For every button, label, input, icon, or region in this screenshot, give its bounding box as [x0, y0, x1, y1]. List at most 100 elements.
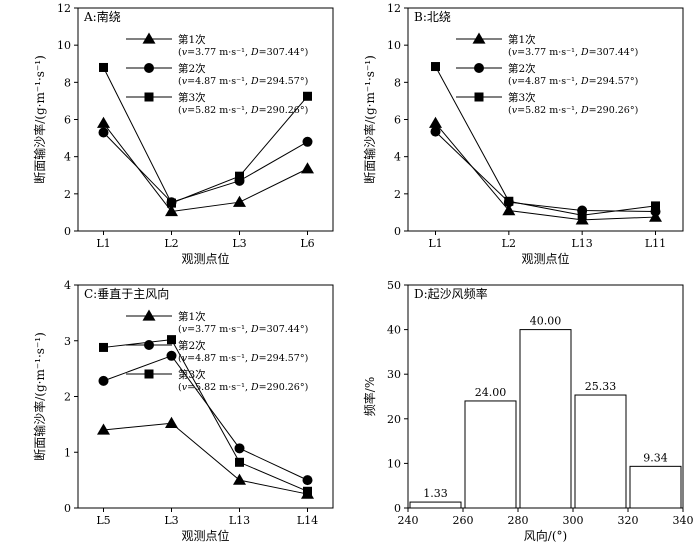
legend-params: (v=3.77 m·s⁻¹, D=307.44°) — [178, 47, 308, 58]
x-tick-label: L1 — [428, 237, 442, 250]
series-1-point — [165, 416, 178, 428]
bar-data-label: 24.00 — [475, 386, 507, 399]
x-tick-label: L3 — [164, 514, 178, 527]
y-tick-label: 0 — [64, 225, 71, 238]
series-3-point — [431, 62, 440, 72]
y-tick-label: 6 — [394, 114, 401, 127]
y-tick-label: 2 — [64, 391, 71, 404]
y-tick-label: 20 — [387, 413, 401, 426]
legend-marker — [144, 340, 154, 350]
y-tick-label: 0 — [64, 502, 71, 515]
legend-marker — [474, 92, 484, 102]
legend-marker — [144, 92, 154, 102]
bar — [464, 400, 517, 509]
y-tick-label: 2 — [64, 188, 71, 201]
y-tick-label: 12 — [57, 2, 71, 15]
series-line-2 — [103, 355, 308, 481]
legend-params: (v=5.82 m·s⁻¹, D=290.26°) — [178, 105, 308, 116]
legend-params: (v=4.87 m·s⁻¹, D=294.57°) — [508, 76, 638, 87]
legend-label: 第3次 — [178, 368, 206, 381]
y-tick-label: 4 — [394, 151, 401, 164]
series-2-point — [98, 127, 109, 138]
plot-frame — [407, 7, 684, 232]
y-tick-label: 1 — [64, 446, 71, 459]
series-2-point — [430, 126, 441, 137]
series-1-point — [165, 204, 178, 217]
bar-data-label: 9.34 — [643, 451, 668, 464]
series-3-point — [504, 196, 514, 206]
series-line-2 — [103, 132, 308, 203]
series-3-point — [99, 62, 108, 72]
y-tick-label: 50 — [387, 279, 401, 292]
x-tick-label: L1 — [96, 237, 110, 250]
legend-params: (v=3.77 m·s⁻¹, D=307.44°) — [178, 324, 308, 335]
legend-params: (v=4.87 m·s⁻¹, D=294.57°) — [178, 76, 308, 87]
series-2-point — [302, 475, 313, 486]
series-3-point — [577, 210, 587, 220]
y-axis-label: 断面输沙率/(g·m⁻¹·s⁻¹) — [32, 332, 47, 461]
y-tick-label: 30 — [387, 368, 401, 381]
y-tick-label: 8 — [394, 76, 401, 89]
legend-params: (v=3.77 m·s⁻¹, D=307.44°) — [508, 47, 638, 58]
y-axis-label: 断面输沙率/(g·m⁻¹·s⁻¹) — [32, 55, 47, 184]
legend-marker — [144, 369, 154, 379]
legend-marker — [142, 309, 156, 321]
legend-label: 第2次 — [178, 339, 206, 352]
y-tick-label: 0 — [394, 502, 401, 515]
series-2-point — [98, 375, 109, 386]
legend-label: 第1次 — [178, 33, 206, 46]
series-3-point — [235, 457, 244, 467]
y-tick-label: 10 — [57, 39, 71, 52]
x-axis-label: 观测点位 — [521, 251, 569, 266]
bar-data-label: 40.00 — [530, 315, 562, 328]
series-line-3 — [103, 339, 308, 492]
legend-label: 第1次 — [178, 310, 206, 323]
series-1-point — [233, 195, 246, 207]
series-2-point — [166, 350, 177, 361]
panel-title: C:垂直于主风向 — [84, 286, 169, 301]
series-1-point — [97, 116, 110, 128]
legend-params: (v=5.82 m·s⁻¹, D=290.26°) — [178, 382, 308, 393]
legend-params: (v=5.82 m·s⁻¹, D=290.26°) — [508, 105, 638, 116]
series-3-point — [99, 342, 108, 352]
legend-marker — [472, 32, 486, 44]
bar-data-label: 25.33 — [585, 380, 617, 393]
legend-marker — [142, 32, 156, 44]
series-3-point — [303, 91, 312, 101]
y-tick-label: 2 — [394, 188, 401, 201]
series-1-point — [429, 116, 442, 128]
x-tick-label: L2 — [502, 237, 516, 250]
x-tick-label: L13 — [229, 514, 250, 527]
series-2-point — [234, 443, 245, 454]
series-3-point — [651, 201, 660, 211]
y-axis-label: 断面输沙率/(g·m⁻¹·s⁻¹) — [362, 55, 377, 184]
x-tick-label: 280 — [508, 514, 529, 527]
bar — [519, 329, 572, 509]
x-axis-label: 风向/(°) — [524, 528, 567, 543]
x-tick-label: L14 — [297, 514, 318, 527]
x-tick-label: L3 — [232, 237, 246, 250]
series-line-3 — [435, 66, 656, 216]
x-tick-label: L11 — [645, 237, 666, 250]
y-tick-label: 3 — [64, 335, 71, 348]
bar — [574, 394, 627, 509]
legend-label: 第1次 — [508, 33, 536, 46]
legend-label: 第2次 — [508, 62, 536, 75]
bar — [629, 465, 682, 509]
x-tick-label: 300 — [563, 514, 584, 527]
y-tick-label: 12 — [387, 2, 401, 15]
series-3-point — [167, 335, 176, 345]
legend-params: (v=4.87 m·s⁻¹, D=294.57°) — [178, 353, 308, 364]
y-tick-label: 40 — [387, 324, 401, 337]
y-axis-label: 频率/% — [362, 377, 377, 416]
legend-label: 第3次 — [178, 91, 206, 104]
series-3-point — [235, 171, 244, 181]
series-1-point — [97, 423, 110, 435]
series-3-point — [303, 486, 312, 496]
x-tick-label: 240 — [398, 514, 419, 527]
legend-marker — [144, 63, 154, 73]
y-tick-label: 10 — [387, 39, 401, 52]
